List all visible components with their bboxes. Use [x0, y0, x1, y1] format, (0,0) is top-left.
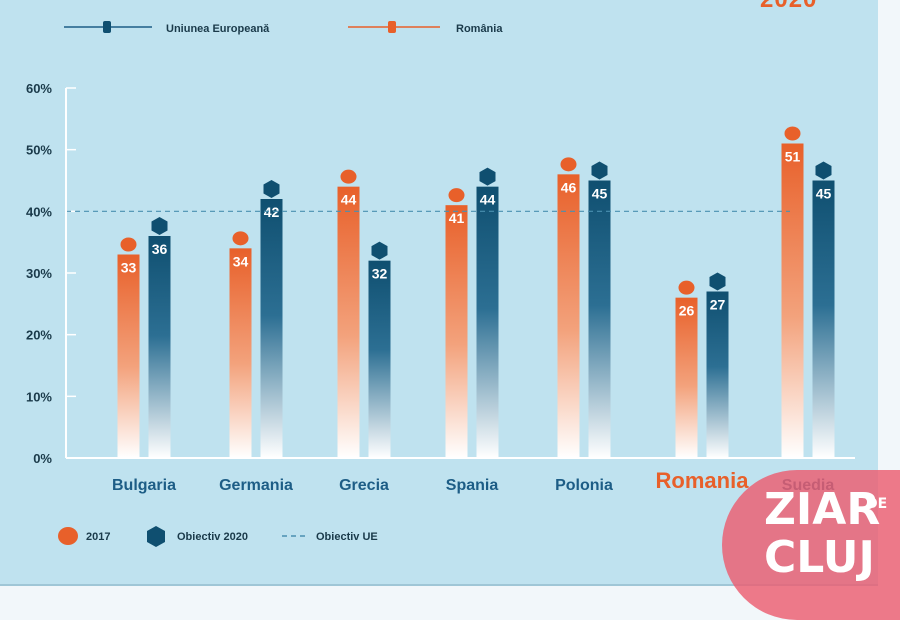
legend-ro-label: România: [456, 23, 503, 35]
bar-target-value: 45: [592, 186, 608, 202]
bar-2017-cap: [232, 231, 249, 246]
bar-2017-value: 41: [449, 210, 465, 226]
panel-edge: [0, 584, 878, 586]
bar-2017-value: 33: [121, 260, 137, 276]
legend-eu-label: Uniunea Europeană: [166, 23, 270, 35]
y-tick-label: 50%: [26, 143, 52, 158]
bar-2017-value: 34: [233, 253, 249, 269]
bar-target-cap: [591, 161, 608, 180]
bar-2017-cap: [678, 280, 695, 295]
bar-target: [368, 260, 391, 458]
bar-target-cap: [263, 180, 280, 198]
bar-2017: [117, 254, 140, 458]
bar-2017-value: 46: [561, 179, 577, 195]
bars: 33 36 34 42 44 32 41 44 46 45 26 27 51 45: [117, 126, 835, 459]
logo-word-de: DE: [866, 496, 888, 512]
bar-2017-cap: [340, 169, 357, 184]
x-tick-label: Grecia: [339, 477, 389, 494]
bar-target-value: 45: [816, 186, 832, 202]
bar-2017-cap: [560, 157, 577, 172]
bar-2017: [781, 143, 804, 458]
legend-2017-label: 2017: [86, 531, 110, 543]
bar-target-cap: [371, 241, 388, 260]
bar-2017-value: 51: [785, 149, 801, 165]
legend-ro-marker: [388, 21, 396, 33]
x-tick-label: Spania: [446, 477, 499, 494]
x-tick-label: Romania: [656, 468, 750, 493]
y-tick-label: 10%: [26, 389, 52, 404]
bar-target-value: 32: [372, 266, 388, 282]
bottom-legend: 2017 Obiectiv 2020 Obiectiv UE: [58, 526, 378, 547]
legend-eu-marker: [103, 21, 111, 33]
x-tick-label: Bulgaria: [112, 477, 176, 494]
chart-panel: [0, 0, 878, 584]
bar-2017-value: 44: [341, 192, 357, 208]
bar-target: [260, 199, 283, 458]
bar-target-value: 42: [264, 204, 280, 220]
x-axis-labels: Bulgaria Germania Grecia Spania Polonia Roman…: [112, 468, 834, 494]
grid-lines: [66, 87, 76, 398]
ziar-de-cluj-logo: ZIAR DE CLUJ: [722, 470, 900, 620]
bar-chart: Uniunea Europeană România 0% 10% 20% 30% 40%…: [26, 21, 855, 547]
y-tick-label: 30%: [26, 266, 52, 281]
legend-2017-marker: [58, 527, 78, 545]
y-tick-label: 20%: [26, 328, 52, 343]
bar-target: [706, 291, 729, 458]
bar-target: [148, 236, 171, 458]
bar-2017-value: 26: [679, 303, 695, 319]
legend-eu-target-label: Obiectiv UE: [316, 531, 378, 543]
legend-target-marker: [147, 526, 165, 547]
bar-target: [812, 180, 835, 458]
bar-2017-cap: [448, 188, 465, 203]
logo-word-ziar: ZIAR: [764, 484, 881, 535]
bar-target-cap: [815, 161, 832, 180]
top-legend: Uniunea Europeană România: [64, 21, 503, 35]
bar-target-value: 36: [152, 241, 168, 257]
legend-target-label: Obiectiv 2020: [177, 531, 248, 543]
bar-target: [588, 180, 611, 458]
bar-target-cap: [479, 167, 496, 186]
y-tick-label: 0%: [33, 451, 52, 466]
bar-2017: [675, 297, 698, 458]
y-tick-label: 60%: [26, 81, 52, 96]
x-tick-label: Germania: [219, 477, 293, 494]
bar-target-value: 44: [480, 192, 496, 208]
y-tick-label: 40%: [26, 204, 52, 219]
y-axis-ticks: 0% 10% 20% 30% 40% 50% 60%: [26, 81, 52, 466]
bar-target: [476, 186, 499, 458]
bar-target-value: 27: [710, 297, 726, 313]
bar-2017: [445, 205, 468, 458]
logo-word-cluj: CLUJ: [764, 532, 875, 583]
bar-2017: [229, 248, 252, 458]
bar-2017-cap: [784, 126, 801, 141]
bar-target-cap: [709, 272, 726, 291]
bar-2017: [337, 186, 360, 458]
bar-2017: [557, 174, 580, 459]
bar-target-cap: [151, 217, 168, 235]
x-tick-label: Polonia: [555, 477, 613, 494]
title-fragment: 2020: [760, 0, 817, 14]
bar-2017-cap: [120, 237, 137, 252]
